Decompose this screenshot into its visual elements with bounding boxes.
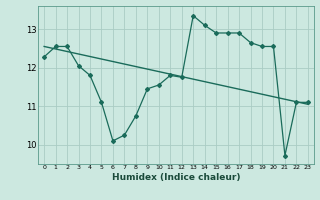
X-axis label: Humidex (Indice chaleur): Humidex (Indice chaleur) xyxy=(112,173,240,182)
